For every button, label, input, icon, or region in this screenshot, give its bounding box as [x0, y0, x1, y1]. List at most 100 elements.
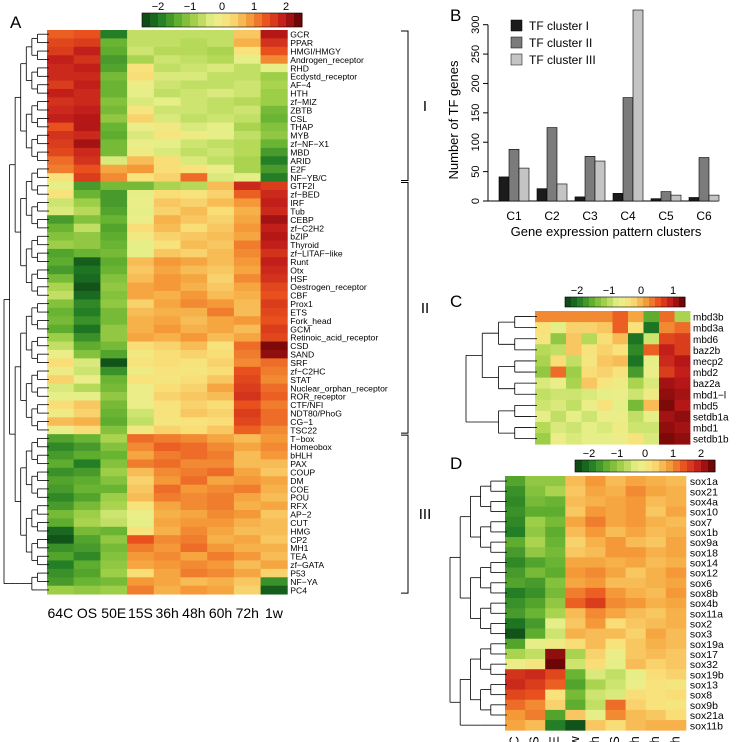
heatmap-a-cell — [207, 198, 235, 208]
heatmap-a-row-label: HTH — [290, 89, 308, 99]
heatmap-d-cell — [545, 618, 566, 629]
heatmap-a-cell — [47, 577, 75, 587]
heatmap-d-cell — [585, 587, 606, 599]
heatmap-d-cell — [545, 608, 566, 619]
heatmap-d-cell — [565, 506, 586, 518]
heatmap-a-cell — [207, 333, 235, 342]
heatmap-a-cell — [73, 139, 101, 149]
heatmap-a-cell — [73, 291, 101, 300]
heatmap-a-cell — [207, 122, 235, 132]
heatmap-a-cell — [233, 114, 261, 124]
heatmap-a-cell — [153, 291, 181, 300]
heatmap-a-cell — [233, 585, 261, 595]
heatmap-a-cell — [73, 206, 101, 216]
panel-a-colorbar-segment — [206, 13, 215, 27]
heatmap-d-cell — [665, 709, 687, 721]
heatmap-a-cell — [233, 257, 261, 267]
heatmap-a-cell — [153, 55, 181, 65]
heatmap-c-cell — [628, 433, 644, 445]
heatmap-d-cell — [565, 659, 586, 670]
heatmap-d-cell — [645, 567, 667, 579]
heatmap-a-cell — [100, 366, 128, 376]
heatmap-a-cell — [260, 55, 288, 65]
heatmap-a-cell — [260, 105, 288, 115]
heatmap-a-row-label: CSD — [290, 341, 308, 351]
heatmap-d-column-label: 60h — [647, 736, 662, 742]
heatmap-a-cell — [153, 181, 181, 191]
heatmap-a-cell — [260, 375, 288, 385]
heatmap-a-row-label: RFX — [290, 501, 307, 511]
heatmap-a-cell — [233, 358, 261, 368]
heatmap-d-cell — [545, 567, 566, 579]
heatmap-a-cell — [233, 291, 261, 300]
heatmap-d-cell — [545, 496, 566, 507]
bar-c3-series-2 — [584, 156, 596, 202]
heatmap-a-cell — [233, 434, 261, 443]
heatmap-d-cell — [505, 537, 526, 548]
heatmap-d-row-label: sox9b — [690, 700, 718, 712]
heatmap-a-cell — [233, 459, 261, 469]
heatmap-a-cell — [127, 358, 155, 368]
heatmap-d-cell — [645, 679, 667, 690]
heatmap-a-cell — [260, 131, 288, 140]
heatmap-c-cell — [628, 344, 644, 356]
heatmap-a-cell — [100, 248, 128, 258]
heatmap-c-row-label: mbd2 — [693, 368, 718, 379]
heatmap-a-cell — [47, 265, 75, 275]
heatmap-a-cell — [127, 568, 155, 578]
heatmap-a-cell — [180, 156, 208, 166]
heatmap-a-cell — [127, 223, 155, 233]
heatmap-d-cell — [525, 659, 546, 670]
heatmap-a-cell — [127, 164, 155, 174]
heatmap-d-cell — [565, 587, 586, 599]
heatmap-a-cell — [207, 358, 235, 368]
heatmap-c-cell — [550, 399, 567, 412]
panel-a-colorbar-tick: 0 — [219, 1, 225, 13]
heatmap-a-cell — [73, 383, 101, 393]
heatmap-a-row-label: ROR_receptor — [290, 392, 346, 402]
heatmap-a-cell — [100, 114, 128, 124]
heatmap-a-cell — [127, 307, 155, 317]
heatmap-d-cell — [605, 567, 626, 579]
heatmap-d-column-label: 1w — [567, 736, 582, 742]
heatmap-a-cell — [260, 316, 288, 326]
heatmap-a-cell — [100, 80, 128, 90]
heatmap-a-cell — [100, 206, 128, 216]
heatmap-c-cell — [581, 433, 598, 445]
heatmap-a-cell — [127, 577, 155, 587]
heatmap-a-row-label: CP2 — [290, 535, 307, 545]
panel-d-colorbar-segment — [666, 460, 674, 472]
heatmap-a-cell — [47, 518, 75, 528]
panel-d-heatmap: sox1asox21sox4asox10sox7sox1bsox9asox18s… — [449, 448, 724, 742]
heatmap-c-cell — [643, 311, 660, 323]
heatmap-a-cell — [207, 543, 235, 553]
heatmap-a-row-label: SRF — [290, 358, 307, 368]
heatmap-a-cell — [153, 333, 181, 342]
heatmap-d-cell — [625, 557, 647, 568]
heatmap-c-cell — [535, 377, 551, 390]
heatmap-a-cell — [100, 552, 128, 561]
panel-a-heatmap: GCRPPARHMGI/HMGYAndrogen_receptorRHDEcdy… — [3, 1, 431, 621]
heatmap-a-cell — [73, 568, 101, 578]
heatmap-a-row-label: POU — [290, 493, 309, 503]
heatmap-a-cell — [47, 97, 75, 107]
heatmap-d-cell — [645, 476, 667, 487]
heatmap-a-cell — [260, 139, 288, 149]
heatmap-a-cell — [260, 274, 288, 283]
heatmap-a-cell — [233, 72, 261, 81]
panel-c-colorbar-segment — [583, 297, 590, 307]
heatmap-a-cell — [47, 459, 75, 469]
heatmap-a-cell — [233, 139, 261, 149]
heatmap-a-row-label: CTF/NFI — [290, 400, 323, 410]
heatmap-a-cell — [127, 257, 155, 267]
heatmap-a-cell — [47, 366, 75, 376]
heatmap-d-cell — [565, 486, 586, 497]
heatmap-a-cell — [260, 72, 288, 81]
heatmap-a-column-label: 64C — [48, 605, 74, 621]
heatmap-a-row-label: Retinoic_acid_receptor — [290, 333, 378, 343]
cluster-bracket — [401, 30, 409, 182]
heatmap-a-cell — [47, 55, 75, 65]
heatmap-a-row-label: E2F — [290, 164, 306, 174]
heatmap-a-cell — [260, 392, 288, 401]
heatmap-a-cell — [100, 467, 128, 477]
